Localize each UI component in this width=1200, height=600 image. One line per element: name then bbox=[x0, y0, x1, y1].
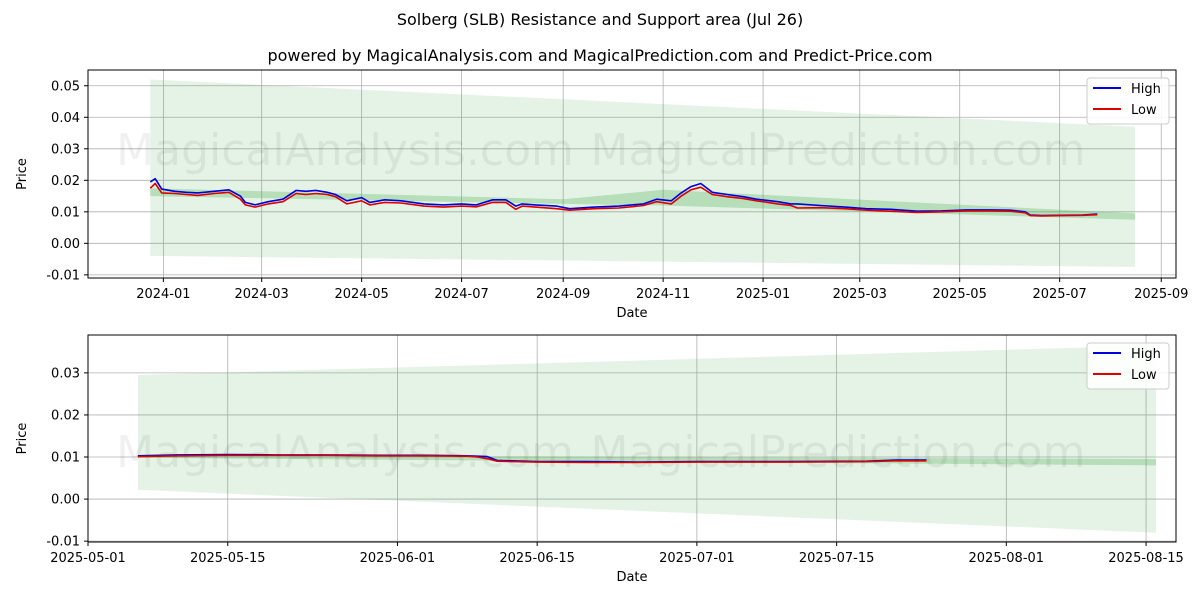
legend: High Low bbox=[1086, 342, 1170, 390]
y-tick-label: 0.01 bbox=[51, 451, 80, 466]
x-tick-label: 2025-05-15 bbox=[190, 551, 266, 566]
y-tick-label: 0.04 bbox=[51, 111, 80, 126]
x-tick-label: 2025-03 bbox=[833, 287, 887, 302]
x-tick-label: 2025-07-01 bbox=[659, 551, 735, 566]
y-tick-label: -0.01 bbox=[46, 268, 80, 283]
x-tick-label: 2024-09 bbox=[536, 287, 590, 302]
x-tick-label: 2025-01 bbox=[736, 287, 790, 302]
watermark-analysis: MagicalAnalysis.com bbox=[116, 427, 574, 478]
x-tick-label: 2025-05 bbox=[933, 287, 987, 302]
plot-area bbox=[88, 70, 1176, 278]
chart-panel-1: MagicalAnalysis.com MagicalPrediction.com… bbox=[15, 69, 1188, 321]
y-tick-label: 0.01 bbox=[51, 205, 80, 220]
support-resistance-inner-band bbox=[137, 454, 1156, 466]
x-axis-label: Date bbox=[616, 306, 647, 321]
watermark-prediction: MagicalPrediction.com bbox=[591, 125, 1086, 176]
x-tick-label: 2024-03 bbox=[235, 287, 289, 302]
x-tick-label: 2025-06-01 bbox=[360, 551, 436, 566]
watermark-prediction: MagicalPrediction.com bbox=[591, 427, 1086, 478]
x-tick-label: 2025-07 bbox=[1032, 287, 1086, 302]
chart-panel-2: MagicalAnalysis.com MagicalPrediction.com… bbox=[15, 334, 1184, 585]
plot-frame bbox=[87, 69, 1177, 279]
support-resistance-wide-band bbox=[150, 79, 1136, 267]
chart-subtitle: powered by MagicalAnalysis.com and Magic… bbox=[267, 46, 933, 65]
series-line-low bbox=[137, 454, 927, 464]
plot-area bbox=[88, 335, 1176, 542]
legend-box bbox=[1086, 342, 1170, 390]
x-tick-label: 2025-06-15 bbox=[499, 551, 575, 566]
y-tick-label: 0.05 bbox=[51, 79, 80, 94]
x-axis-label: Date bbox=[616, 570, 647, 585]
y-tick-label: 0.02 bbox=[51, 408, 80, 423]
watermark-analysis: MagicalAnalysis.com bbox=[116, 125, 574, 176]
y-tick-label: 0.02 bbox=[51, 174, 80, 189]
x-tick-label: 2025-09 bbox=[1134, 287, 1188, 302]
y-tick-label: -0.01 bbox=[46, 535, 80, 550]
y-tick-label: 0.03 bbox=[51, 142, 80, 157]
x-tick-label: 2025-08-15 bbox=[1108, 551, 1184, 566]
x-tick-label: 2025-07-15 bbox=[799, 551, 875, 566]
legend-label-high: High bbox=[1131, 347, 1161, 362]
legend-label-low: Low bbox=[1131, 368, 1157, 383]
x-tick-label: 2025-05-01 bbox=[50, 551, 126, 566]
y-axis-label: Price bbox=[15, 158, 30, 190]
plot-frame bbox=[87, 334, 1177, 543]
series-line-low bbox=[149, 182, 1098, 217]
chart-title: Solberg (SLB) Resistance and Support are… bbox=[396, 10, 804, 29]
x-tick-label: 2024-05 bbox=[334, 287, 388, 302]
legend-label-high: High bbox=[1131, 82, 1161, 97]
x-tick-label: 2024-07 bbox=[434, 287, 488, 302]
y-tick-label: 0.03 bbox=[51, 366, 80, 381]
y-tick-label: 0.00 bbox=[51, 237, 80, 252]
legend-label-low: Low bbox=[1131, 103, 1157, 118]
y-axis-label: Price bbox=[15, 423, 30, 455]
series-line-high bbox=[149, 177, 1098, 217]
x-tick-label: 2024-01 bbox=[136, 287, 190, 302]
legend-box bbox=[1086, 77, 1170, 125]
x-tick-label: 2024-11 bbox=[636, 287, 690, 302]
support-resistance-wide-band bbox=[137, 345, 1156, 533]
y-tick-label: 0.00 bbox=[51, 493, 80, 508]
x-tick-label: 2025-08-01 bbox=[969, 551, 1045, 566]
legend: High Low bbox=[1086, 77, 1170, 125]
